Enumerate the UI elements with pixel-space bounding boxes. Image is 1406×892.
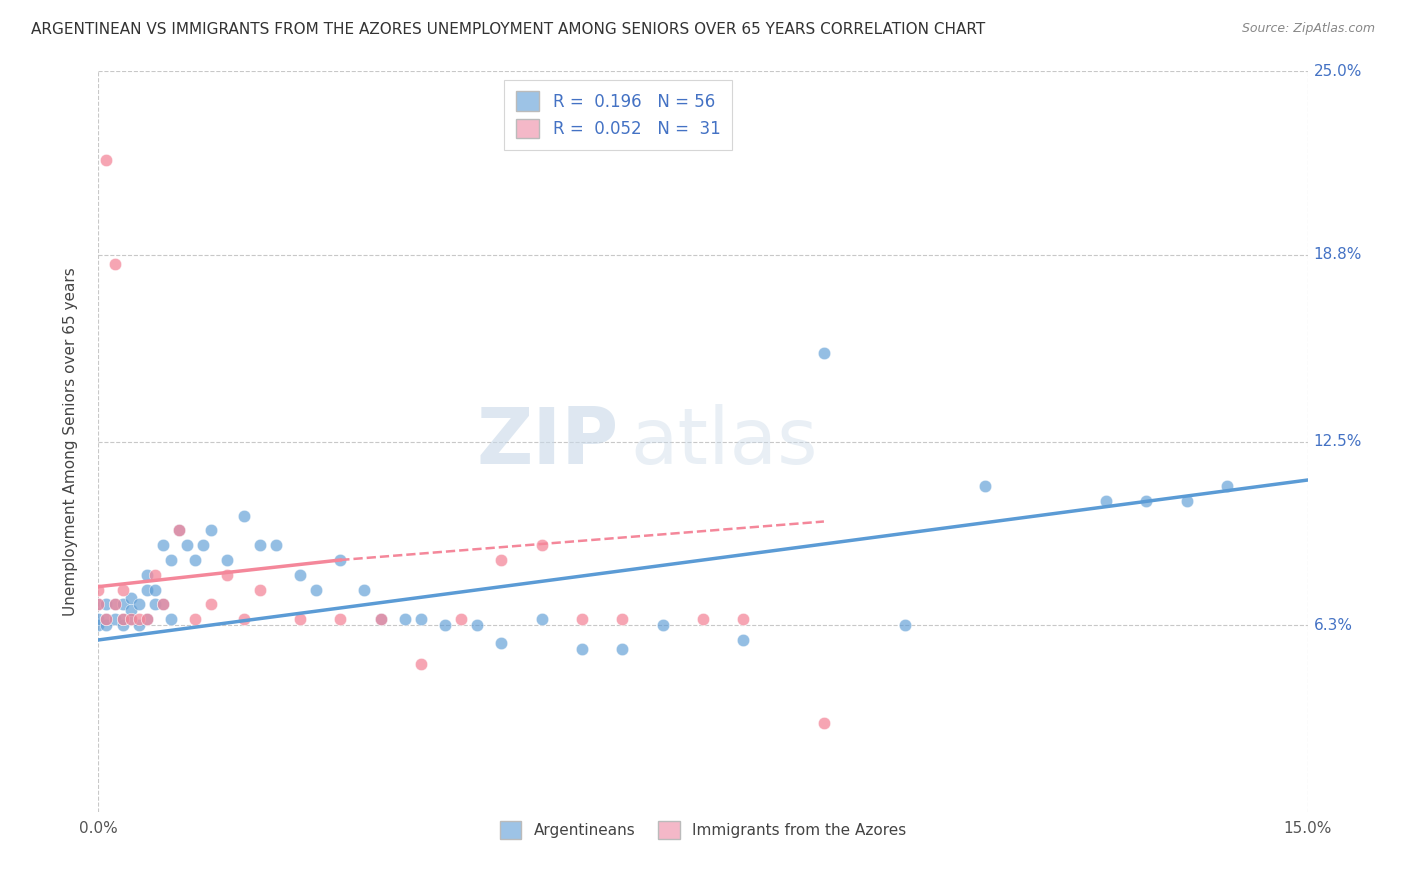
Point [111,612,134,626]
Point [305,582,328,597]
Text: atlas: atlas [630,403,818,480]
Point [530,538,553,552]
Point [249,538,271,552]
Point [167,524,190,538]
Point [128,618,150,632]
Point [692,612,714,626]
Point [465,618,488,632]
Point [143,598,166,612]
Point [288,567,311,582]
Point [1095,493,1118,508]
Point [288,612,311,626]
Point [394,612,416,626]
Point [264,538,287,552]
Point [103,598,125,612]
Text: ZIP: ZIP [477,403,619,480]
Point [370,612,392,626]
Point [434,618,457,632]
Point [111,582,134,597]
Point [96,612,118,626]
Point [200,524,222,538]
Point [135,567,157,582]
Legend: Argentineans, Immigrants from the Azores: Argentineans, Immigrants from the Azores [494,815,912,845]
Point [167,524,190,538]
Point [152,538,174,552]
Point [612,641,634,656]
Point [111,618,134,632]
Point [103,612,125,626]
Point [733,632,755,647]
Point [813,715,835,730]
Point [974,479,997,493]
Point [120,612,142,626]
Y-axis label: Unemployment Among Seniors over 65 years: Unemployment Among Seniors over 65 years [63,268,77,615]
Point [176,538,198,552]
Point [103,598,125,612]
Point [733,612,755,626]
Text: 25.0%: 25.0% [1313,64,1362,78]
Point [96,598,118,612]
Point [103,257,125,271]
Point [612,612,634,626]
Point [249,582,271,597]
Point [1135,493,1157,508]
Point [232,508,254,523]
Point [184,612,207,626]
Text: Source: ZipAtlas.com: Source: ZipAtlas.com [1241,22,1375,36]
Point [571,612,593,626]
Point [160,612,183,626]
Point [111,612,134,626]
Point [87,598,110,612]
Point [184,553,207,567]
Point [152,598,174,612]
Point [111,598,134,612]
Point [135,612,157,626]
Point [217,567,239,582]
Point [200,598,222,612]
Point [96,153,118,168]
Point [491,553,513,567]
Point [128,612,150,626]
Point [87,612,110,626]
Point [120,603,142,617]
Point [450,612,472,626]
Point [135,582,157,597]
Point [329,553,352,567]
Point [87,582,110,597]
Point [152,598,174,612]
Text: 6.3%: 6.3% [1313,617,1353,632]
Point [370,612,392,626]
Point [128,598,150,612]
Point [491,636,513,650]
Point [813,345,835,359]
Text: 18.8%: 18.8% [1313,247,1362,262]
Point [96,618,118,632]
Point [651,618,673,632]
Point [353,582,375,597]
Text: ARGENTINEAN VS IMMIGRANTS FROM THE AZORES UNEMPLOYMENT AMONG SENIORS OVER 65 YEA: ARGENTINEAN VS IMMIGRANTS FROM THE AZORE… [31,22,986,37]
Point [135,612,157,626]
Text: 12.5%: 12.5% [1313,434,1362,449]
Point [571,641,593,656]
Point [409,612,432,626]
Point [409,657,432,671]
Point [143,582,166,597]
Point [87,618,110,632]
Point [232,612,254,626]
Point [530,612,553,626]
Point [143,567,166,582]
Point [329,612,352,626]
Point [120,591,142,606]
Point [893,618,915,632]
Point [217,553,239,567]
Point [96,612,118,626]
Point [160,553,183,567]
Point [87,598,110,612]
Point [1175,493,1198,508]
Point [193,538,215,552]
Point [120,612,142,626]
Point [1216,479,1239,493]
